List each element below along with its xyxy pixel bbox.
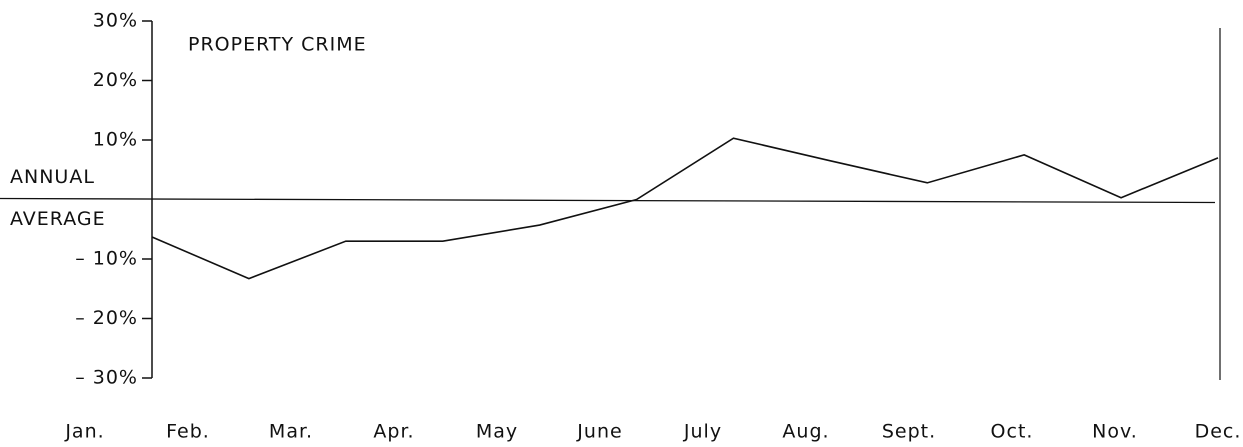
x-tick-label: Nov. (1092, 421, 1138, 443)
y-tick-label: – 20% (75, 307, 138, 329)
y-tick-label: 20% (93, 69, 138, 91)
x-tick-label: Sept. (882, 421, 936, 443)
x-tick-label: May (476, 421, 518, 443)
average-label: ANNUAL (10, 166, 95, 188)
y-tick-label: 30% (93, 10, 138, 32)
x-tick-label: Dec. (1195, 421, 1242, 443)
data-line (151, 137, 1219, 280)
average-label: AVERAGE (10, 208, 106, 230)
x-tick-label: Feb. (166, 421, 210, 443)
x-tick-label: Oct. (991, 421, 1034, 443)
chart-title: PROPERTY CRIME (188, 34, 367, 56)
y-tick-label: – 10% (75, 248, 138, 270)
y-tick-label: 10% (93, 129, 138, 151)
x-tick-label: June (576, 421, 622, 443)
x-tick-label: July (683, 421, 722, 443)
x-tick-label: Jan. (64, 421, 104, 443)
y-tick-label: – 30% (75, 367, 138, 389)
x-tick-label: Apr. (373, 421, 414, 443)
x-tick-label: Mar. (269, 421, 313, 443)
x-tick-label: Aug. (782, 421, 829, 443)
average-line (0, 197, 1216, 204)
